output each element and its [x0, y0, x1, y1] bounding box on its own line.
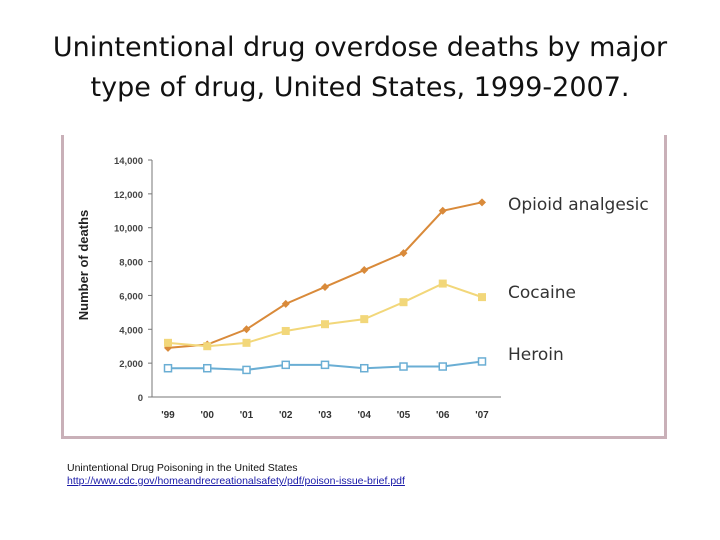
y-axis-label: Number of deaths — [76, 210, 91, 321]
y-tick-label: 12,000 — [114, 190, 143, 201]
data-point — [281, 299, 290, 308]
data-point — [203, 342, 212, 351]
data-point — [399, 298, 408, 307]
x-tick-label: '05 — [397, 410, 411, 421]
data-point — [399, 362, 408, 371]
slide-title-line-2: type of drug, United States, 1999-2007. — [90, 72, 630, 103]
data-point — [164, 338, 172, 347]
data-point — [477, 357, 487, 366]
x-tick-label: '02 — [279, 410, 293, 421]
data-point — [203, 363, 212, 373]
slide-title: Unintentional drug overdose deaths by ma… — [40, 28, 680, 108]
data-point — [360, 266, 369, 275]
legend-label: Cocaine — [508, 283, 576, 303]
source-title: Unintentional Drug Poisoning in the Unit… — [67, 462, 298, 474]
legend-label: Opioid analgesic — [508, 195, 649, 215]
x-tick-label: '03 — [318, 410, 332, 421]
x-tick-label: '00 — [200, 410, 214, 421]
x-tick-label: '01 — [240, 410, 254, 421]
chart-frame: Number of deaths 0 2,000 4,000 6,000 8,000 10… — [61, 135, 667, 439]
data-point — [242, 325, 251, 334]
y-tick-label: 4,000 — [119, 325, 143, 336]
series-line-1 — [167, 282, 483, 348]
data-point — [321, 320, 329, 329]
y-tick-label: 8,000 — [119, 258, 143, 269]
source-link[interactable]: http://www.cdc.gov/homeandrecreationalsa… — [67, 475, 405, 487]
y-ticks: 0 2,000 4,000 6,000 8,000 10,000 12,000 14,000 — [114, 156, 152, 404]
slide-title-line-1: Unintentional drug overdose deaths by ma… — [52, 32, 668, 63]
data-point — [360, 363, 369, 373]
data-point — [320, 360, 330, 370]
data-point — [242, 338, 251, 347]
data-point — [281, 360, 290, 370]
x-ticks: '99 '00 '01 '02 '03 '04 '05 '06 '07 — [161, 410, 489, 421]
y-tick-label: 10,000 — [114, 224, 143, 235]
y-tick-label: 6,000 — [119, 291, 143, 302]
x-tick-label: '04 — [357, 410, 371, 421]
data-point — [399, 249, 408, 258]
legend-label: Heroin — [508, 345, 564, 365]
legend: Opioid analgesic Cocaine Heroin — [508, 195, 649, 365]
y-tick-label: 14,000 — [114, 156, 143, 167]
x-tick-label: '06 — [436, 410, 450, 421]
data-point — [360, 315, 369, 324]
data-point — [321, 282, 329, 291]
data-point — [242, 365, 251, 375]
data-point — [478, 198, 486, 207]
y-tick-label: 0 — [138, 393, 143, 404]
data-point — [478, 293, 486, 302]
data-point — [438, 362, 447, 371]
data-point — [281, 326, 290, 335]
data-point — [163, 363, 173, 373]
line-chart: Number of deaths 0 2,000 4,000 6,000 8,000 10… — [76, 156, 649, 421]
series-markers — [163, 198, 487, 375]
data-point — [438, 279, 447, 288]
data-point — [438, 206, 447, 215]
y-tick-label: 2,000 — [119, 359, 143, 370]
source-citation: Unintentional Drug Poisoning in the Unit… — [67, 462, 405, 488]
x-tick-label: '07 — [475, 410, 489, 421]
x-tick-label: '99 — [161, 410, 175, 421]
